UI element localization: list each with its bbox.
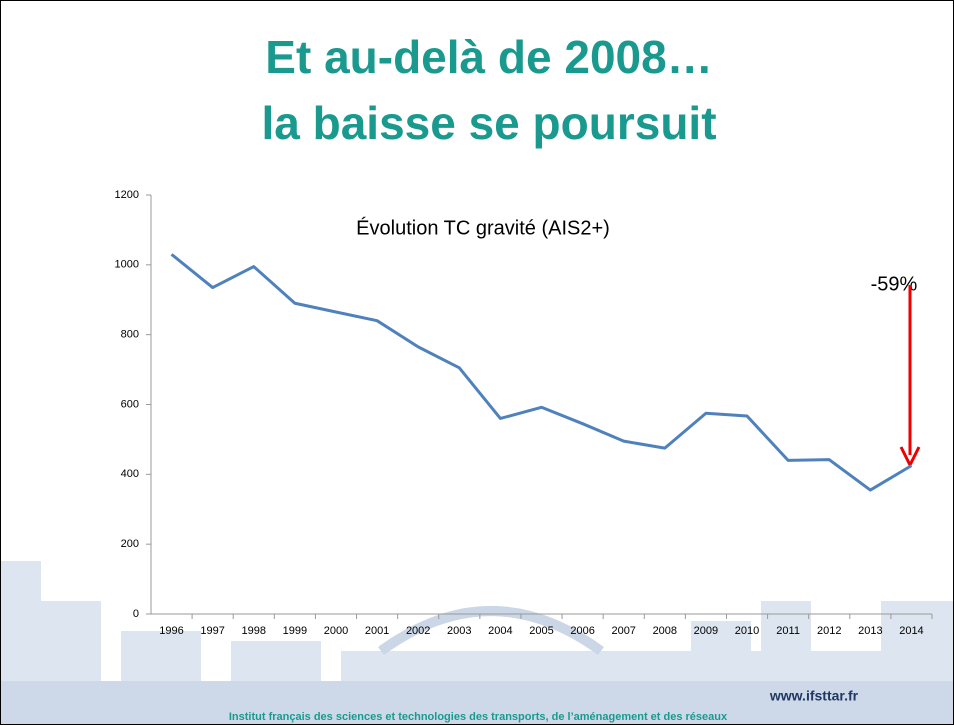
x-tick-label: 2012: [817, 625, 841, 637]
x-tick-label: 2014: [899, 625, 923, 637]
x-tick-label: 2003: [447, 625, 471, 637]
website: www.ifsttar.fr: [769, 688, 859, 704]
y-tick-label: 1200: [115, 189, 139, 201]
x-tick-label: 2000: [324, 625, 348, 637]
x-tick-label: 2005: [529, 625, 553, 637]
annotation: -59%: [871, 273, 918, 295]
y-tick-label: 800: [121, 329, 139, 341]
x-tick-label: 1996: [159, 625, 183, 637]
x-tick-label: 2006: [570, 625, 594, 637]
slide-title: Et au-delà de 2008…: [265, 31, 712, 83]
x-tick-label: 2001: [365, 625, 389, 637]
x-tick-label: 2010: [735, 625, 759, 637]
x-tick-label: 2007: [611, 625, 635, 637]
x-tick-label: 1999: [283, 625, 307, 637]
slide-title: la baisse se poursuit: [261, 97, 716, 149]
x-tick-label: 2009: [694, 625, 718, 637]
x-tick-label: 1997: [200, 625, 224, 637]
x-tick-label: 2002: [406, 625, 430, 637]
y-tick-label: 0: [133, 608, 139, 620]
x-tick-label: 2013: [858, 625, 882, 637]
x-tick-label: 1998: [242, 625, 266, 637]
city-background: [1, 561, 953, 724]
y-tick-label: 1000: [115, 259, 139, 271]
y-tick-label: 600: [121, 398, 139, 410]
x-tick-label: 2004: [488, 625, 512, 637]
y-tick-label: 400: [121, 468, 139, 480]
data-line: [170, 253, 913, 492]
footer: Institut français des sciences et techno…: [229, 711, 728, 723]
chart-title: Évolution TC gravité (AIS2+): [356, 216, 610, 239]
arrow: [899, 285, 921, 469]
x-tick-label: 2008: [653, 625, 677, 637]
y-tick-label: 200: [121, 538, 139, 550]
x-tick-label: 2011: [776, 625, 800, 637]
